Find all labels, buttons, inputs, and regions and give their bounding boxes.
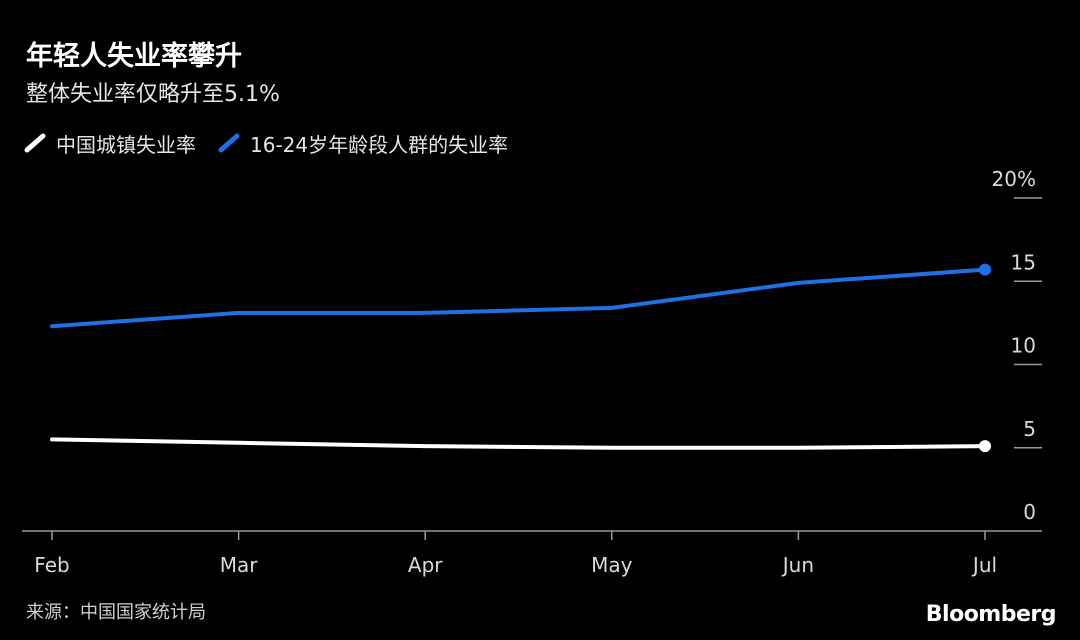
x-tick-label-2: Apr [408, 553, 443, 577]
x-tick-label-5: Jul [971, 553, 997, 577]
chart-title: 年轻人失业率攀升 [26, 41, 242, 72]
legend-swatch-urban [24, 133, 46, 153]
legend-label-urban: 中国城镇失业率 [56, 132, 196, 157]
series-line-1 [50, 267, 987, 329]
bloomberg-logo: Bloomberg [925, 602, 1057, 627]
series-end-marker-1-5 [979, 263, 991, 276]
x-tick-label-0: Feb [34, 553, 69, 577]
series-line-0 [50, 437, 987, 450]
x-tick-label-3: May [591, 553, 633, 577]
legend-item-urban: 中国城镇失业率 [24, 129, 196, 158]
legend-label-youth: 16-24岁年龄段人群的失业率 [250, 132, 509, 157]
y-tick-label-2: 10 [1011, 334, 1036, 358]
source-note: 来源：中国国家统计局 [26, 602, 206, 623]
y-tick-label-1: 5 [1023, 417, 1036, 441]
legend-swatch-youth [218, 133, 240, 153]
x-tick-label-1: Mar [220, 553, 259, 577]
series-end-marker-0-5 [979, 440, 991, 453]
legend: 中国城镇失业率 16-24岁年龄段人群的失业率 [24, 128, 530, 158]
chart-subtitle: 整体失业率仅略升至5.1% [26, 82, 280, 107]
y-tick-label-0: 0 [1023, 500, 1036, 524]
y-tick-label-4: 20% [992, 167, 1036, 191]
legend-item-youth: 16-24岁年龄段人群的失业率 [218, 129, 508, 158]
y-tick-label-3: 15 [1011, 250, 1036, 274]
x-tick-label-4: Jun [781, 553, 814, 577]
